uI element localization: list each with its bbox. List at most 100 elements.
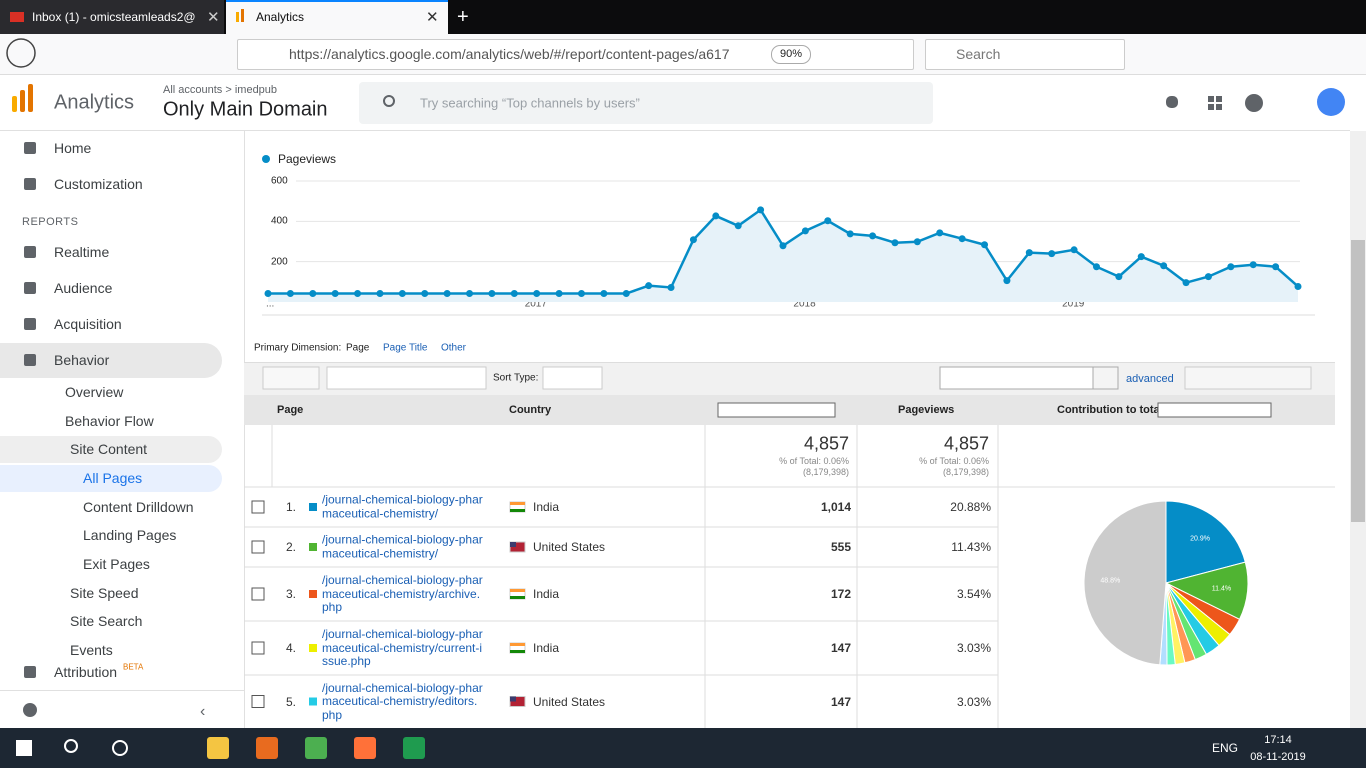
page-link[interactable]: /journal-chemical-biology-pharmaceutical… bbox=[322, 492, 483, 520]
point bbox=[1115, 273, 1123, 281]
search-placeholder[interactable]: Search bbox=[956, 46, 1001, 62]
point bbox=[1025, 249, 1033, 257]
zoom-badge[interactable] bbox=[771, 45, 811, 64]
page-link[interactable]: /journal-chemical-biology-pharmaceutical… bbox=[322, 532, 483, 560]
nav-item[interactable]: Customization bbox=[54, 176, 143, 192]
country: United States bbox=[533, 694, 606, 709]
point bbox=[712, 212, 720, 220]
close-icon: ✕ bbox=[426, 9, 439, 26]
nav-item[interactable]: Site Speed bbox=[70, 585, 139, 601]
nav-item[interactable]: Behavior bbox=[54, 352, 110, 368]
breadcrumb[interactable]: All accounts > imedpub bbox=[163, 84, 278, 96]
page-link[interactable]: /journal-chemical-biology-pharmaceutical… bbox=[322, 626, 483, 668]
search-icon bbox=[64, 739, 78, 753]
point bbox=[398, 290, 406, 298]
view-selector[interactable]: Only Main Domain bbox=[163, 98, 328, 121]
url-bar[interactable] bbox=[237, 39, 914, 70]
page-link[interactable]: /journal-chemical-biology-pharmaceutical… bbox=[322, 680, 483, 722]
row-number: 4. bbox=[286, 641, 297, 655]
nav-item[interactable]: Exit Pages bbox=[83, 556, 150, 572]
search-icon bbox=[383, 95, 395, 107]
nav-item[interactable]: Landing Pages bbox=[83, 527, 177, 543]
label: Sort Type: bbox=[493, 372, 539, 384]
point bbox=[1003, 277, 1011, 285]
avatar[interactable] bbox=[1317, 88, 1345, 116]
page-link[interactable]: /journal-chemical-biology-pharmaceutical… bbox=[322, 572, 483, 614]
zoom: 90% bbox=[780, 48, 803, 60]
point bbox=[689, 236, 697, 244]
close-icon: ✕ bbox=[207, 9, 220, 26]
color-key bbox=[309, 503, 317, 511]
column-header[interactable]: Pageviews bbox=[898, 404, 955, 416]
nav-item[interactable]: Overview bbox=[65, 384, 124, 400]
tab[interactable] bbox=[0, 0, 224, 34]
nav-item[interactable]: Attribution bbox=[54, 664, 118, 680]
nav-icon bbox=[24, 246, 36, 258]
row-number: 5. bbox=[286, 694, 297, 709]
new-tab: + bbox=[457, 6, 469, 28]
total-base: (8,179,398) bbox=[942, 467, 989, 477]
y-tick-label: 200 bbox=[271, 256, 288, 268]
pageviews: 555 bbox=[830, 540, 851, 554]
ga-logo bbox=[28, 84, 33, 112]
percentage: 3.03% bbox=[956, 694, 991, 709]
percentage: 11.43% bbox=[951, 540, 991, 554]
column-header[interactable]: Country bbox=[509, 404, 552, 416]
nav-item[interactable]: Events bbox=[70, 642, 113, 658]
view-buttons bbox=[1184, 366, 1312, 390]
label: Primary Dimension: bbox=[254, 342, 342, 354]
nav-item[interactable]: Realtime bbox=[54, 244, 110, 260]
point bbox=[1160, 262, 1168, 270]
filter-box bbox=[939, 366, 1094, 390]
point bbox=[421, 290, 429, 298]
language: ENG bbox=[1212, 741, 1239, 755]
point bbox=[981, 241, 989, 249]
nav-item[interactable]: Content Drilldown bbox=[83, 499, 194, 515]
nav-item[interactable]: Site Content bbox=[70, 441, 148, 457]
nav-item[interactable]: Behavior Flow bbox=[65, 413, 154, 429]
pie-label: 48.8% bbox=[1100, 578, 1120, 585]
button bbox=[542, 366, 603, 390]
nav-item[interactable]: All Pages bbox=[83, 470, 143, 486]
color-key bbox=[309, 590, 317, 598]
point bbox=[600, 290, 608, 298]
app-icon bbox=[256, 737, 278, 759]
apps-icon bbox=[1208, 96, 1214, 102]
link[interactable]: advanced bbox=[1126, 373, 1174, 385]
legend-dot bbox=[262, 155, 270, 163]
point bbox=[1204, 273, 1212, 281]
point bbox=[1272, 263, 1280, 271]
search-bar[interactable] bbox=[925, 39, 1125, 70]
row-number: 2. bbox=[286, 540, 297, 554]
nav-item[interactable]: Audience bbox=[54, 280, 113, 296]
color-key bbox=[309, 644, 317, 652]
tab-title[interactable]: Inbox (1) - omicsteamleads2@ bbox=[32, 10, 196, 24]
point bbox=[331, 290, 339, 298]
color-key bbox=[309, 697, 317, 706]
x-tick-label: 2017 bbox=[524, 298, 547, 310]
dimension[interactable]: Page bbox=[346, 342, 370, 354]
tab-title[interactable]: Analytics bbox=[256, 10, 305, 24]
tab-active[interactable] bbox=[226, 0, 448, 34]
dimension[interactable]: Other bbox=[441, 342, 467, 354]
point bbox=[645, 282, 653, 290]
dimension[interactable]: Page Title bbox=[383, 342, 428, 354]
point bbox=[488, 290, 496, 298]
nav-item[interactable]: Acquisition bbox=[54, 316, 122, 332]
column-header[interactable]: Contribution to total: bbox=[1057, 404, 1167, 416]
nav-item[interactable]: Home bbox=[54, 140, 92, 156]
flag bbox=[510, 596, 525, 599]
column-header[interactable]: Page bbox=[277, 404, 304, 416]
filter-button bbox=[1092, 366, 1119, 390]
clock: 17:14 bbox=[1264, 734, 1292, 746]
help-icon bbox=[1245, 94, 1263, 112]
sidebar bbox=[0, 131, 245, 728]
flag bbox=[510, 542, 516, 547]
nav-item[interactable]: Site Search bbox=[70, 613, 143, 629]
y-tick-label: 400 bbox=[271, 215, 288, 227]
percentage: 20.88% bbox=[950, 500, 991, 514]
url[interactable]: https://analytics.google.com/analytics/w… bbox=[289, 46, 730, 62]
scroll-thumb[interactable] bbox=[1351, 240, 1365, 522]
ga-search[interactable] bbox=[359, 82, 933, 124]
search-placeholder[interactable]: Try searching “Top channels by users” bbox=[420, 95, 640, 111]
